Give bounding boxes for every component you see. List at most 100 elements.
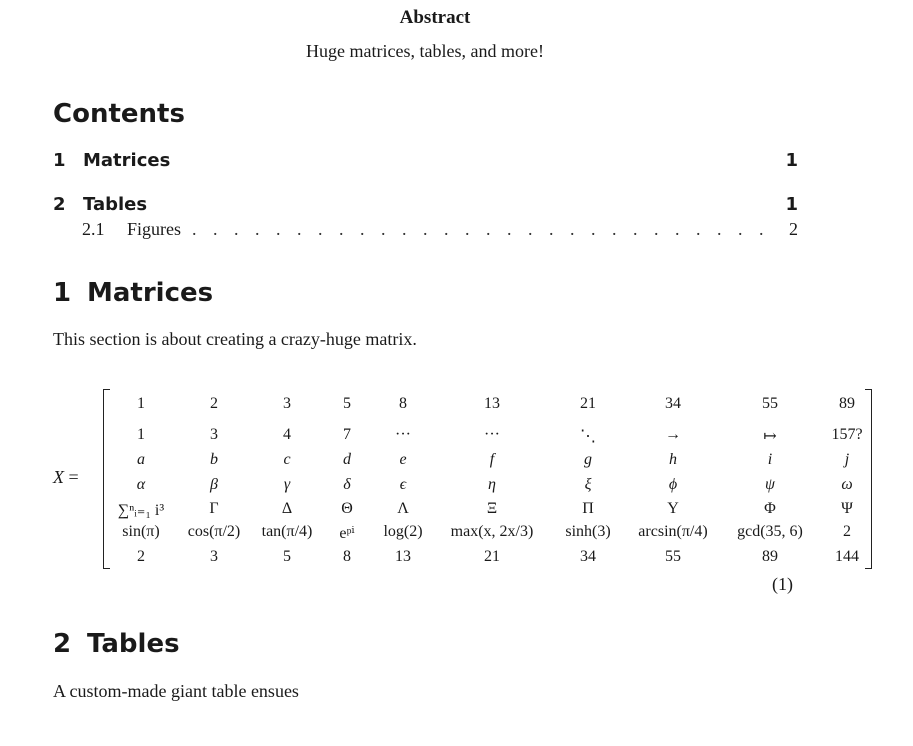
matrix-cell: i — [767, 451, 773, 468]
matrix-cell: ϕ — [668, 476, 678, 493]
section-heading-matrices: 1 Matrices — [53, 278, 213, 308]
toc-subentry-figures[interactable]: 2.1 . . . . . . . . . . . . . . . . . . … — [82, 219, 798, 243]
equation-number: (1) — [772, 574, 793, 594]
matrix-cell: Δ — [281, 500, 293, 517]
section-paragraph: This section is about creating a crazy-h… — [53, 329, 417, 349]
matrix-cell: 144 — [835, 548, 859, 565]
toc-subentry-label: Figures — [127, 219, 185, 240]
section-title: Tables — [87, 629, 180, 659]
matrix-cell: γ — [283, 476, 291, 493]
matrix-cell: 1 — [137, 395, 145, 412]
matrix-cell: 89 — [839, 395, 855, 412]
matrix-cell: 34 — [665, 395, 681, 412]
matrix-cell: 4 — [283, 426, 291, 443]
matrix-cell: 7 — [343, 426, 351, 443]
section-paragraph: A custom-made giant table ensues — [53, 681, 299, 701]
toc-entry-label: Tables — [83, 194, 148, 215]
section-number: 1 — [53, 278, 72, 308]
toc-entry-tables[interactable]: 2 Tables 1 — [53, 194, 798, 218]
matrix-cell: j — [844, 451, 850, 468]
section-number: 2 — [53, 629, 72, 659]
matrix-cell: ψ — [765, 476, 775, 493]
matrix-cell: ··· — [395, 426, 411, 443]
matrix-cell: Π — [582, 500, 594, 517]
matrix-cell: sinh(3) — [565, 523, 611, 540]
matrix-cell: e — [399, 451, 407, 468]
matrix-cell: f — [489, 451, 495, 468]
matrix-cell: 2 — [137, 548, 145, 565]
matrix-cell: g — [584, 451, 592, 468]
toc-entry-number: 1 — [53, 150, 66, 171]
matrix-cell: α — [136, 476, 146, 493]
matrix-cell: max(x, 2x/3) — [450, 523, 534, 540]
toc-leader-dots: . . . . . . . . . . . . . . . . . . . . … — [192, 219, 768, 239]
matrix-cell: 13 — [395, 548, 411, 565]
matrix-cell: ξ — [584, 476, 592, 493]
matrix-cell: arcsin(π/4) — [638, 523, 708, 540]
matrix-right-bracket — [865, 389, 872, 569]
matrix-cell: 5 — [343, 395, 351, 412]
matrix-cell: δ — [343, 476, 351, 493]
matrix-variable: X — [53, 467, 64, 487]
matrix-cell: ⋱ — [580, 428, 596, 445]
matrix-cell: 34 — [580, 548, 596, 565]
section-title: Matrices — [87, 278, 214, 308]
matrix-lhs: X = — [53, 467, 79, 488]
matrix-cell: d — [343, 451, 351, 468]
matrix-cell: Ξ — [486, 500, 498, 517]
toc-entry-number: 2 — [53, 194, 66, 215]
toc-entry-page: 1 — [785, 150, 798, 171]
matrix-cell: c — [283, 451, 291, 468]
matrix-cell: gcd(35, 6) — [737, 523, 803, 540]
matrix-cell: 8 — [399, 395, 407, 412]
matrix-cell: 1 — [137, 426, 145, 443]
matrix-cell: 157? — [831, 426, 863, 443]
matrix-cell: 55 — [665, 548, 681, 565]
matrix-cell: 2 — [210, 395, 218, 412]
matrix-cell: 3 — [283, 395, 291, 412]
matrix-cell: η — [488, 476, 496, 493]
matrix-cell: 21 — [484, 548, 500, 565]
abstract-title: Abstract — [399, 7, 471, 28]
matrix-cell: Γ — [209, 500, 219, 517]
matrix-cell: 5 — [283, 548, 291, 565]
matrix-cell: h — [669, 451, 677, 468]
section-heading-tables: 2 Tables — [53, 629, 180, 659]
abstract-body: Huge matrices, tables, and more! — [306, 41, 544, 61]
matrix-cell: Υ — [667, 500, 679, 517]
matrix-cell: Φ — [764, 500, 776, 517]
matrix-cell: 3 — [210, 426, 218, 443]
matrix-cell: → — [665, 426, 681, 443]
matrix-cell: b — [210, 451, 218, 468]
matrix-cell: sin(π) — [122, 523, 160, 540]
toc-entry-label: Matrices — [83, 150, 171, 171]
matrix-cell: Θ — [341, 500, 353, 517]
matrix-cell: tan(π/4) — [261, 523, 313, 540]
matrix-cell: β — [210, 476, 218, 493]
matrix-left-bracket — [103, 389, 110, 569]
toc-subentry-number: 2.1 — [82, 219, 105, 239]
matrix-cell: 21 — [580, 395, 596, 412]
matrix-cell: cos(π/2) — [187, 523, 241, 540]
matrix-cell: ω — [841, 476, 853, 493]
toc-subentry-page: 2 — [789, 219, 798, 239]
matrix-cell: ↦ — [763, 428, 777, 445]
matrix-cell: ϵ — [399, 476, 407, 493]
matrix-cell: Ψ — [841, 500, 853, 517]
matrix-cell: ··· — [484, 426, 500, 443]
matrix-cell: 2 — [843, 523, 851, 540]
matrix-cell: eᵖⁱ — [339, 525, 355, 542]
matrix-cell: log(2) — [383, 523, 423, 540]
equals-sign: = — [68, 467, 79, 487]
toc-entry-page: 1 — [785, 194, 798, 215]
matrix-cell: ∑ⁿᵢ₌₁ i³ — [117, 502, 165, 519]
toc-entry-matrices[interactable]: 1 Matrices 1 — [53, 150, 798, 174]
matrix-cell: Λ — [397, 500, 409, 517]
matrix-cell: 55 — [762, 395, 778, 412]
matrix-cell: 3 — [210, 548, 218, 565]
matrix-cell: 8 — [343, 548, 351, 565]
matrix-cell: 13 — [484, 395, 500, 412]
matrix-cell: a — [137, 451, 145, 468]
matrix-cell: 89 — [762, 548, 778, 565]
contents-heading: Contents — [53, 99, 185, 129]
